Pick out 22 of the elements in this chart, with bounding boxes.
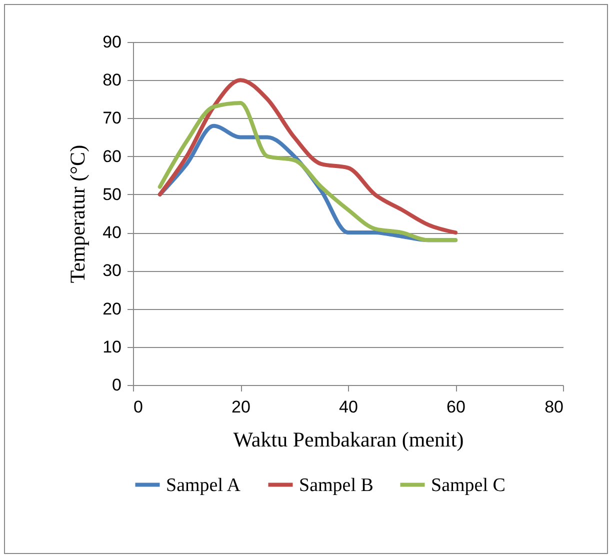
x-tick-label: 80 [544, 398, 564, 416]
legend-label: Sampel B [299, 474, 374, 496]
y-axis-title: Temperatur (°C) [66, 144, 90, 284]
y-tick-label: 50 [102, 184, 122, 204]
legend-label: Sampel C [431, 474, 506, 496]
x-tick-label: 0 [134, 398, 143, 416]
y-tick-label: 40 [102, 223, 122, 242]
y-tick-label: 60 [102, 146, 122, 166]
y-tick-label: 10 [102, 337, 122, 356]
y-tick-label: 20 [102, 299, 122, 318]
x-tick-label: 40 [339, 398, 358, 416]
x-tick-label: 20 [232, 398, 250, 416]
y-tick-label: 70 [102, 108, 122, 128]
line-series [158, 100, 458, 242]
x-axis-title: Waktu Pembakaran (menit) [233, 428, 464, 452]
y-tick-label: 0 [112, 376, 122, 394]
line-series [158, 78, 458, 235]
x-tick-label: 60 [446, 398, 466, 416]
y-tick-label: 80 [102, 70, 122, 90]
y-tick-label: 30 [102, 261, 122, 280]
y-tick-label: 90 [102, 32, 122, 52]
legend-label: Sampel A [166, 474, 241, 496]
